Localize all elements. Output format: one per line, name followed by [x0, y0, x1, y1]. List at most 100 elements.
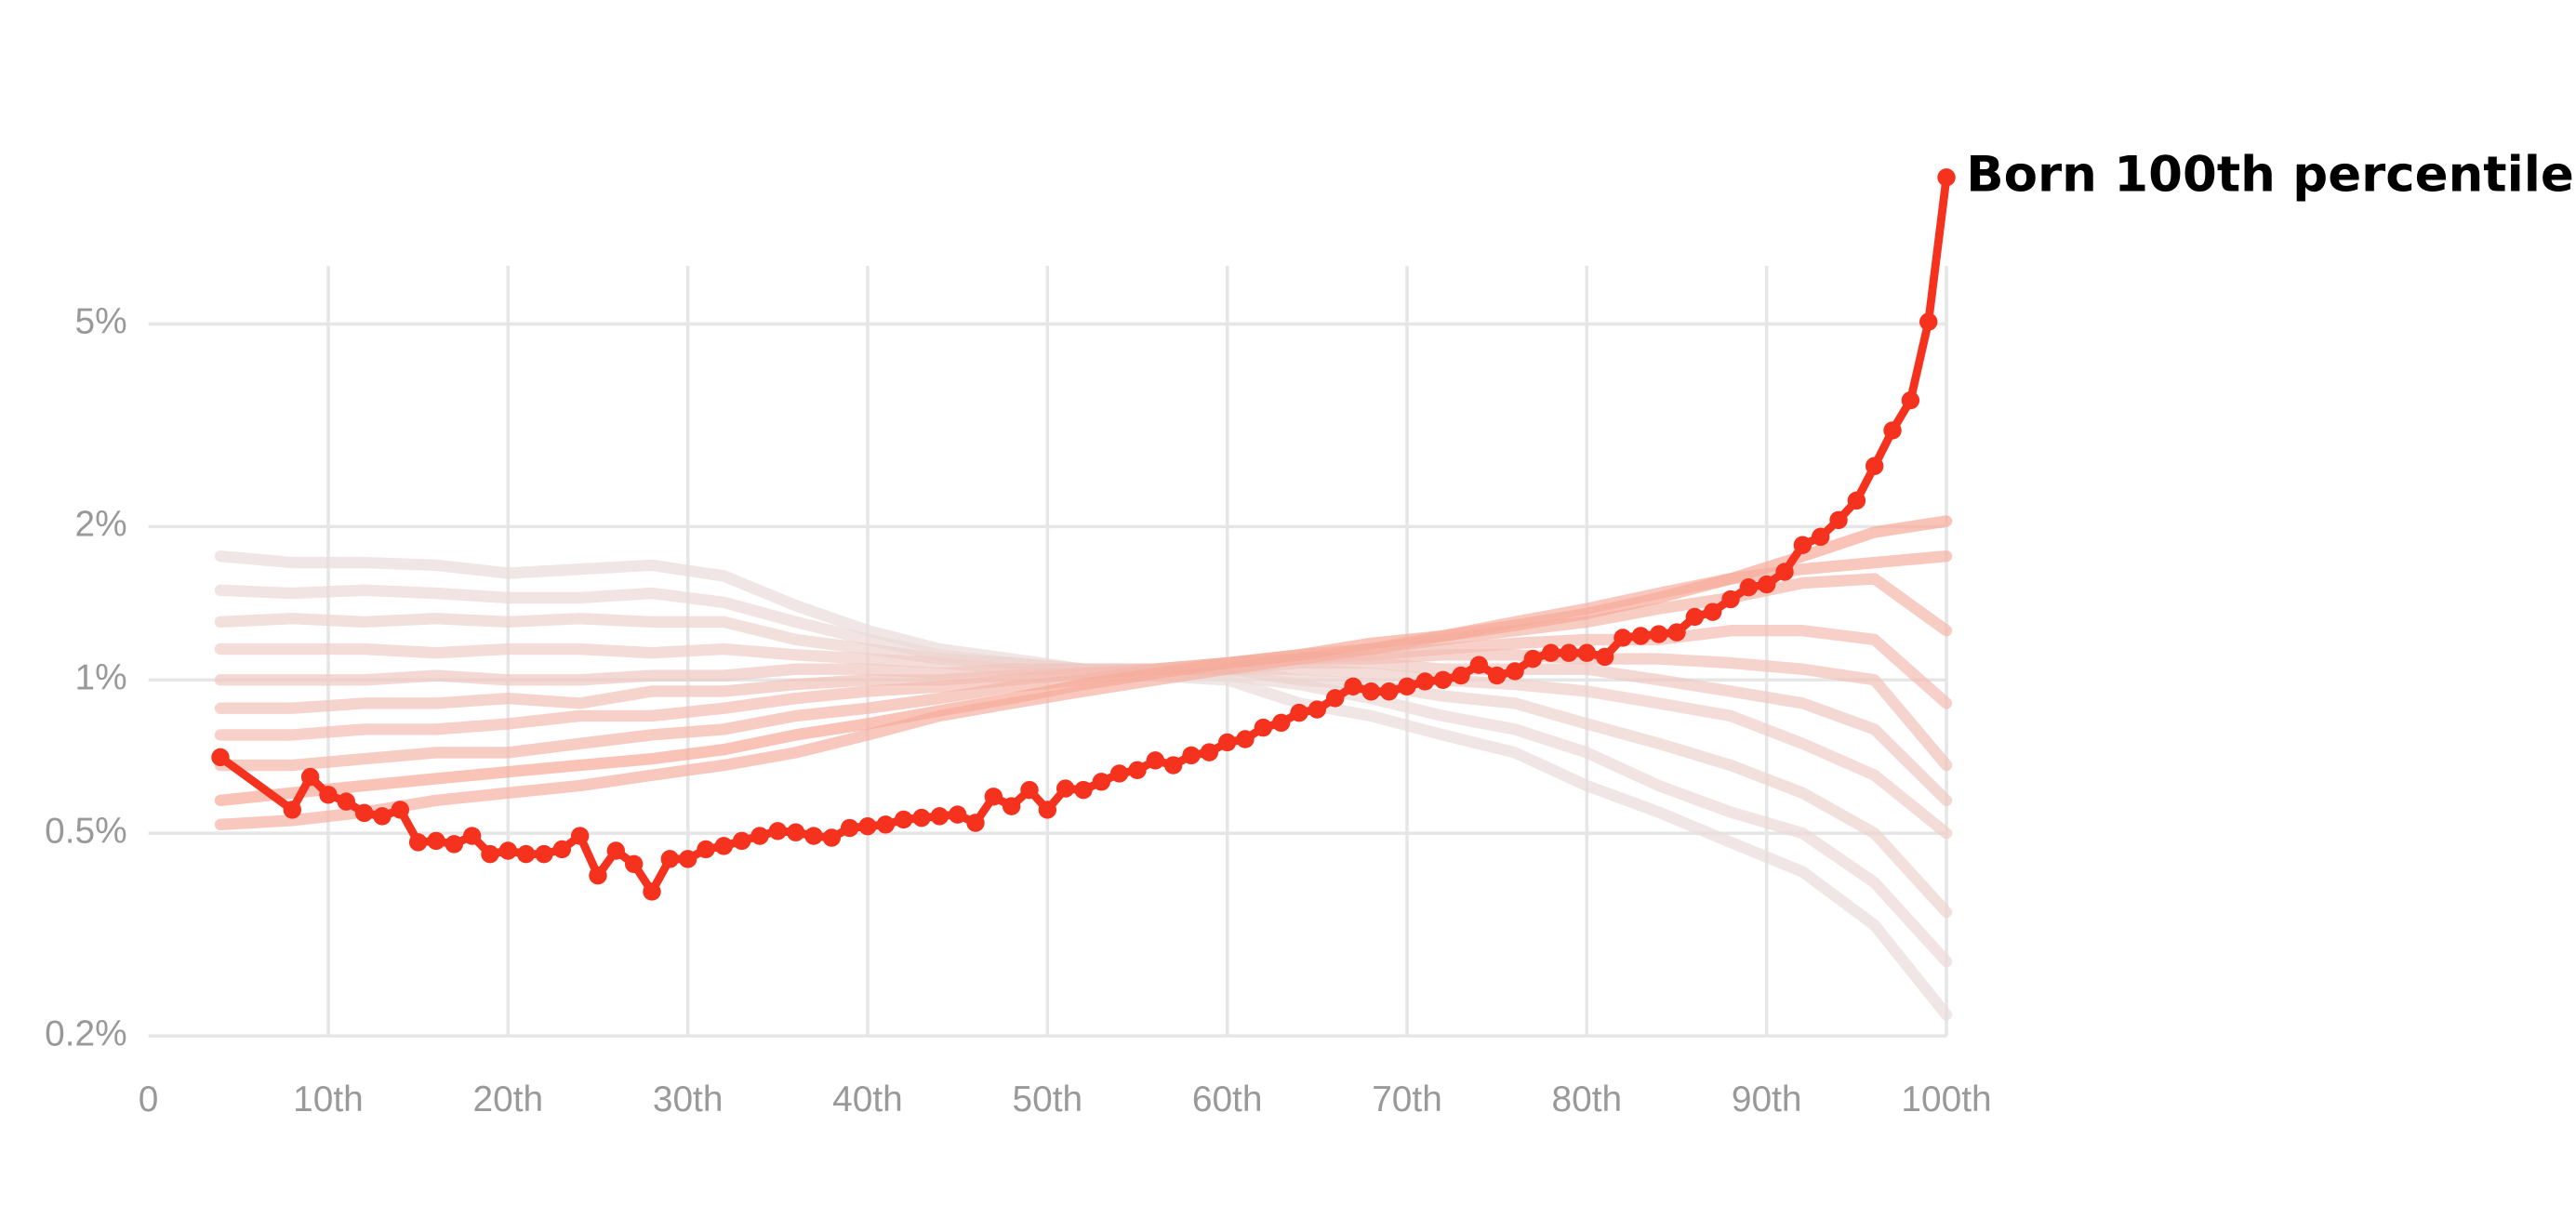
data-point	[481, 844, 499, 864]
data-point	[1883, 421, 1902, 440]
data-point	[445, 835, 464, 854]
data-point	[822, 828, 842, 847]
data-point	[1236, 730, 1255, 748]
data-point	[1739, 577, 1759, 597]
x-tick-label: 0	[139, 1079, 159, 1119]
data-point	[1109, 764, 1129, 783]
data-point	[1469, 655, 1489, 674]
data-point	[1290, 703, 1308, 722]
data-point	[427, 831, 445, 851]
data-point	[1452, 666, 1470, 685]
data-point	[300, 767, 320, 787]
data-point	[1020, 780, 1039, 800]
data-point	[876, 815, 896, 834]
data-point	[535, 844, 553, 864]
data-point	[768, 822, 788, 841]
data-point	[1613, 629, 1632, 647]
data-point	[948, 805, 967, 824]
data-point	[337, 792, 356, 811]
data-point	[1433, 670, 1453, 690]
data-point	[786, 823, 805, 841]
data-point	[1038, 801, 1057, 819]
data-point	[1541, 643, 1560, 662]
x-tick-label: 40th	[832, 1079, 903, 1119]
x-tick-label: 80th	[1552, 1079, 1623, 1119]
data-point	[408, 833, 428, 852]
highlight-line	[216, 173, 1951, 896]
data-point	[516, 844, 536, 864]
data-point	[1919, 312, 1938, 331]
x-tick-label: 70th	[1372, 1079, 1442, 1119]
data-point	[624, 854, 644, 874]
x-tick-label: 20th	[473, 1079, 544, 1119]
data-point	[1254, 718, 1273, 737]
labels: 0.2% 0.5% 1% 2% 5% 0 10th 20th 30th 40th 50th 60th 7…	[45, 146, 2574, 1119]
background-line	[214, 515, 1953, 807]
data-point	[462, 827, 482, 845]
data-point	[714, 837, 734, 855]
data-point	[894, 810, 913, 829]
y-tick-label: 2%	[75, 505, 127, 545]
y-tick-label: 0.2%	[45, 1013, 127, 1053]
data-point	[643, 882, 661, 901]
data-point	[1002, 797, 1021, 815]
data-point	[1667, 623, 1686, 642]
data-point	[697, 840, 715, 859]
y-tick-label: 0.5%	[45, 811, 127, 851]
data-point	[354, 803, 374, 823]
lines	[211, 168, 1956, 1021]
data-point	[319, 786, 338, 804]
data-point	[966, 814, 985, 832]
data-point	[1487, 666, 1507, 685]
data-point	[1829, 510, 1848, 530]
data-point	[1685, 607, 1705, 627]
data-point	[1937, 168, 1956, 187]
data-point	[1361, 682, 1381, 701]
x-tick-label: 90th	[1732, 1079, 1802, 1119]
data-point	[1793, 536, 1812, 554]
data-point	[732, 831, 751, 851]
data-point	[1901, 391, 1920, 410]
data-point	[391, 801, 410, 819]
data-point	[1217, 733, 1237, 752]
data-point	[1182, 746, 1201, 765]
data-point	[1128, 761, 1147, 780]
data-point	[1865, 457, 1884, 475]
data-point	[1560, 643, 1578, 662]
y-tick-label: 1%	[75, 658, 127, 698]
data-point	[498, 841, 518, 860]
data-point	[1811, 527, 1830, 547]
x-tick-label: 10th	[293, 1079, 364, 1119]
data-point	[984, 788, 1003, 806]
data-point	[660, 850, 680, 868]
data-point	[1757, 575, 1776, 594]
data-point	[678, 850, 697, 868]
data-point	[552, 840, 572, 859]
data-point	[570, 827, 590, 845]
x-tick-label: 50th	[1013, 1079, 1083, 1119]
data-point	[840, 818, 859, 838]
data-point	[1056, 779, 1075, 798]
data-point	[1379, 682, 1399, 701]
data-point	[1506, 662, 1524, 681]
data-point	[1703, 602, 1722, 621]
data-point	[1631, 627, 1651, 645]
data-point	[373, 807, 392, 826]
data-point	[1344, 677, 1362, 696]
y-tick-label: 5%	[75, 302, 127, 342]
x-tick-label: 60th	[1192, 1079, 1263, 1119]
data-point	[1398, 677, 1416, 696]
x-tick-label: 30th	[653, 1079, 724, 1119]
data-point	[1775, 563, 1794, 581]
data-point	[858, 816, 877, 836]
data-point	[589, 866, 607, 885]
data-point	[1271, 713, 1291, 733]
data-point	[1325, 689, 1345, 708]
data-point	[1649, 625, 1668, 643]
data-point	[1074, 780, 1093, 800]
data-point	[283, 801, 302, 819]
data-point	[1146, 751, 1165, 770]
data-point	[606, 841, 626, 860]
